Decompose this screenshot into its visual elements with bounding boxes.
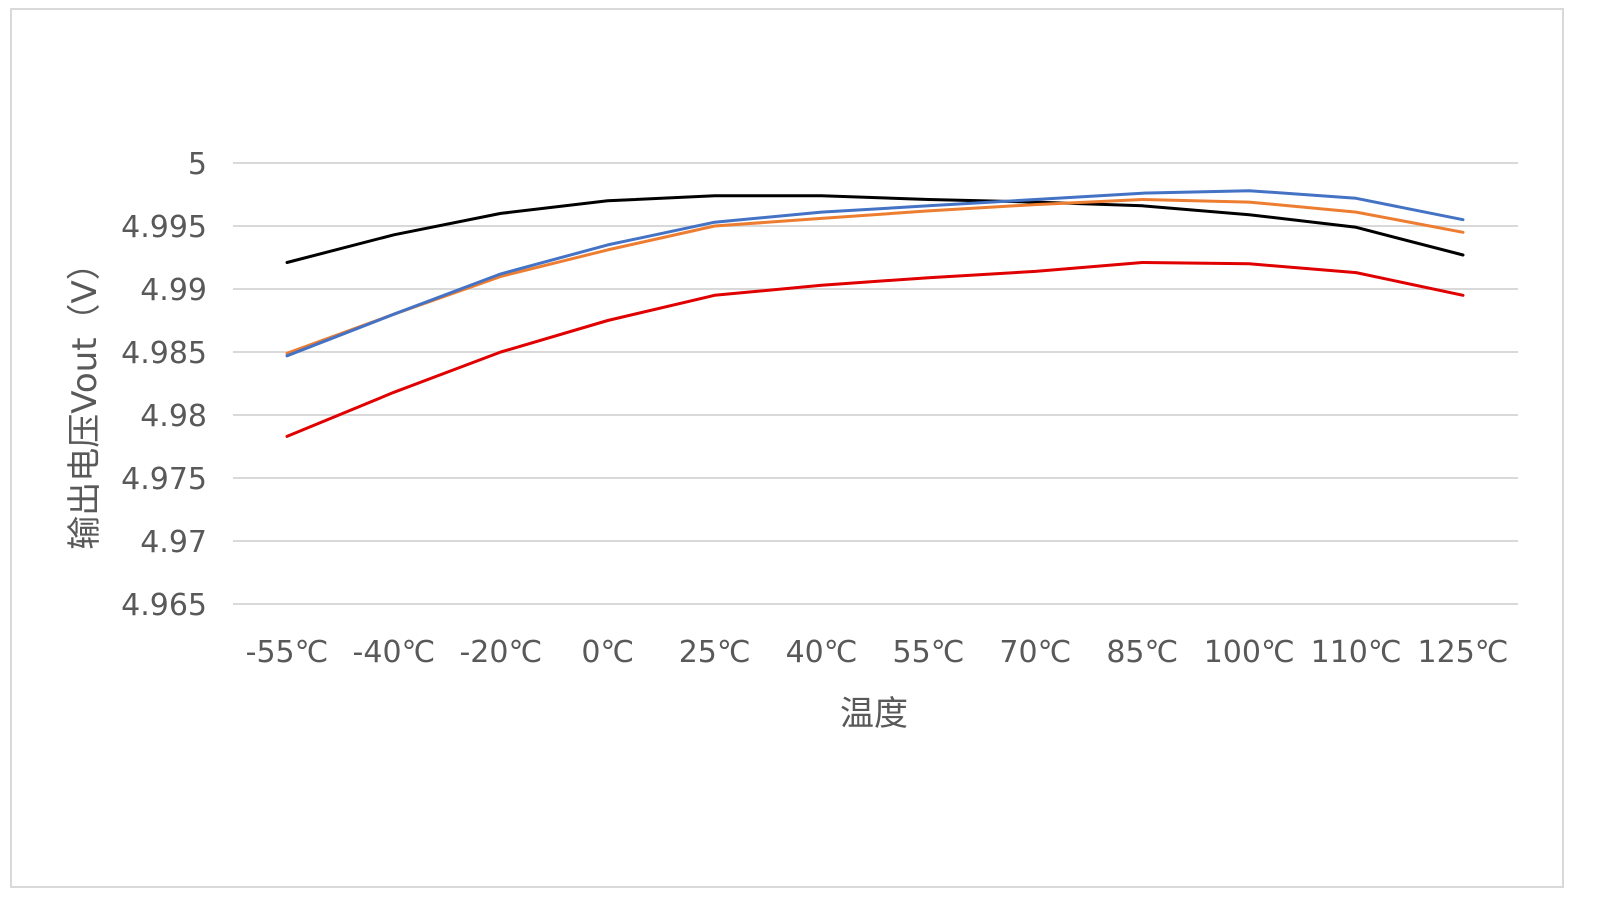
x-tick-label: 55℃	[893, 635, 965, 670]
y-tick-label: 4.99	[140, 273, 207, 308]
y-tick-label: 4.98	[140, 399, 207, 434]
x-tick-label: 100℃	[1204, 635, 1295, 670]
x-tick-label: 70℃	[999, 635, 1071, 670]
x-tick-label: -20℃	[459, 635, 542, 670]
y-tick-label: 4.97	[140, 525, 207, 560]
x-tick-label: 110℃	[1311, 635, 1402, 670]
x-tick-label: 0℃	[581, 635, 634, 670]
chart-frame	[10, 8, 1564, 888]
x-axis-title: 温度	[840, 694, 908, 734]
x-tick-label: -55℃	[246, 635, 329, 670]
x-axis-ticks: -55℃ -40℃ -20℃ 0℃ 25℃ 40℃ 55℃ 70℃ 85℃ 100℃ 110℃ 125…	[246, 635, 1509, 670]
y-tick-label: 4.975	[121, 462, 207, 497]
x-tick-label: -40℃	[353, 635, 436, 670]
y-tick-label: 5	[188, 147, 207, 182]
y-tick-label: 4.985	[121, 336, 207, 371]
series-line-3	[285, 189, 1465, 358]
series-lines	[285, 189, 1465, 438]
x-tick-label: 85℃	[1106, 635, 1178, 670]
series-line-2	[285, 198, 1465, 355]
series-line-1	[285, 194, 1465, 264]
y-axis-title: 输出电压Vout（V）	[65, 246, 105, 550]
x-tick-label: 25℃	[679, 635, 751, 670]
x-tick-label: 125℃	[1418, 635, 1509, 670]
x-tick-label: 40℃	[786, 635, 858, 670]
y-tick-label: 4.965	[121, 588, 207, 623]
y-axis-ticks: 5 4.995 4.99 4.985 4.98 4.975 4.97 4.965	[121, 147, 207, 623]
gridlines	[233, 162, 1518, 605]
y-tick-label: 4.995	[121, 210, 207, 245]
series-line-4	[285, 261, 1465, 438]
